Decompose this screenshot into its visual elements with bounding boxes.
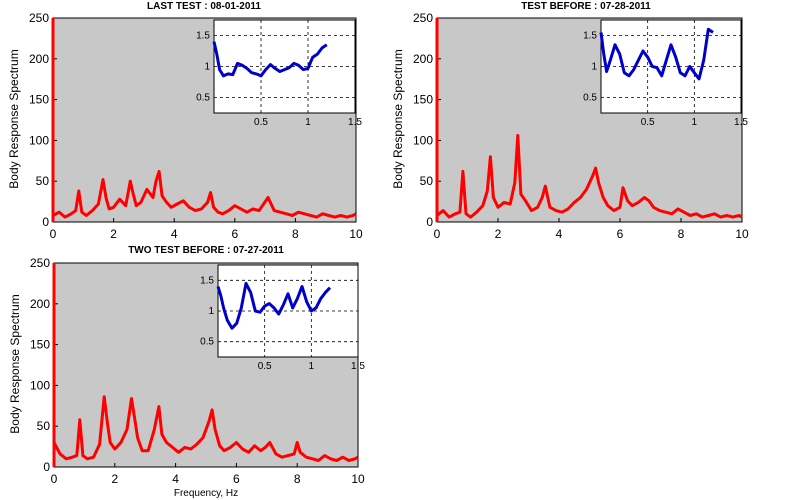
inset-plot: 0.5 1 1.5 0.5 1 1.5 [200,264,365,372]
y-tick-label: 200 [413,52,433,66]
x-tick-label: 4 [556,227,563,241]
x-tick-label: 2 [495,227,502,241]
x-tick-label: 10 [351,472,365,486]
inset-y-tick-label: 1.5 [200,275,214,286]
inset-x-tick-label: 1 [692,117,698,128]
x-tick-label: 6 [231,227,238,241]
inset-x-tick-label: 1.5 [351,361,365,372]
x-tick-label: 10 [349,227,363,241]
plot-area: 0 50 100 150 200 250 0 2 4 6 8 10 0.5 1 1.5 0.5 1 1.5 [29,11,363,241]
x-tick-label: 0 [434,227,441,241]
inset-plot: 0.5 1 1.5 0.5 1 1.5 [583,19,748,128]
inset-y-tick-label: 1 [208,306,214,317]
panel-title: LAST TEST : 08-01-2011 [147,1,261,12]
x-tick-label: 6 [617,227,624,241]
inset-x-tick-label: 1.5 [734,117,748,128]
inset-line [599,27,714,81]
y-tick-label: 100 [29,133,49,147]
inset-x-tick-label: 1 [309,361,315,372]
panel-last-test: LAST TEST : 08-01-2011 Body Response Spe… [7,1,363,241]
plot-area: 0 50 100 150 200 250 0 2 4 6 8 10 0.5 1 1.5 0.5 1 1.5 [30,256,365,486]
inset-y-tick-label: 1 [204,62,210,73]
inset-y-tick-label: 1.5 [196,31,210,42]
inset-line [212,41,328,78]
x-tick-label: 4 [171,227,178,241]
y-tick-label: 100 [30,378,50,392]
y-tick-label: 50 [37,419,51,433]
x-tick-label: 8 [678,227,685,241]
x-tick-label: 6 [233,472,240,486]
inset-x-tick-label: 1 [305,117,311,128]
inset-x-tick-label: 0.5 [258,361,272,372]
panel-title: TEST BEFORE : 07-28-2011 [521,1,651,12]
y-tick-label: 50 [420,174,434,188]
y-tick-label: 250 [413,11,433,25]
inset-y-tick-label: 0.5 [200,337,214,348]
y-tick-label: 0 [426,215,433,229]
inset-y-tick-label: 1.5 [583,31,597,42]
y-tick-label: 150 [413,93,433,107]
panel-two-test-before: TWO TEST BEFORE : 07-27-2011 Body Respon… [8,245,365,499]
y-tick-label: 0 [43,460,50,474]
x-tick-label: 8 [292,227,299,241]
y-tick-label: 200 [30,297,50,311]
plot-area: 0 50 100 150 200 250 0 2 4 6 8 10 0.5 1 1.5 0.5 1 1.5 [413,11,749,241]
y-tick-label: 200 [29,52,49,66]
y-tick-label: 150 [30,338,50,352]
y-tick-label: 250 [30,256,50,270]
x-tick-label: 0 [51,472,58,486]
inset-y-tick-label: 1 [591,62,597,73]
x-tick-label: 0 [50,227,57,241]
y-axis-label: Body Response Spectrum [7,49,21,188]
inset-line [216,281,332,330]
y-axis-label: Body Response Spectrum [8,294,22,433]
x-axis-label: Frequency, Hz [174,488,238,499]
panel-test-before: TEST BEFORE : 07-28-2011 Body Response S… [391,1,749,241]
inset-y-tick-label: 0.5 [583,93,597,104]
y-axis-label: Body Response Spectrum [391,49,405,188]
inset-x-tick-label: 1.5 [348,117,362,128]
spectrum-line [52,169,357,219]
inset-x-tick-label: 0.5 [254,117,268,128]
x-tick-label: 8 [294,472,301,486]
inset-y-tick-label: 0.5 [196,93,210,104]
y-tick-label: 50 [36,174,50,188]
x-tick-label: 2 [111,472,118,486]
inset-x-tick-label: 0.5 [641,117,655,128]
x-tick-label: 4 [172,472,179,486]
y-tick-label: 0 [42,215,49,229]
panel-title: TWO TEST BEFORE : 07-27-2011 [128,245,284,256]
x-tick-label: 2 [110,227,117,241]
inset-plot: 0.5 1 1.5 0.5 1 1.5 [196,19,362,128]
x-tick-label: 10 [735,227,749,241]
y-tick-label: 250 [29,11,49,25]
spectrum-line [52,395,359,462]
spectrum-line [436,134,743,219]
y-tick-label: 150 [29,93,49,107]
y-tick-label: 100 [413,133,433,147]
